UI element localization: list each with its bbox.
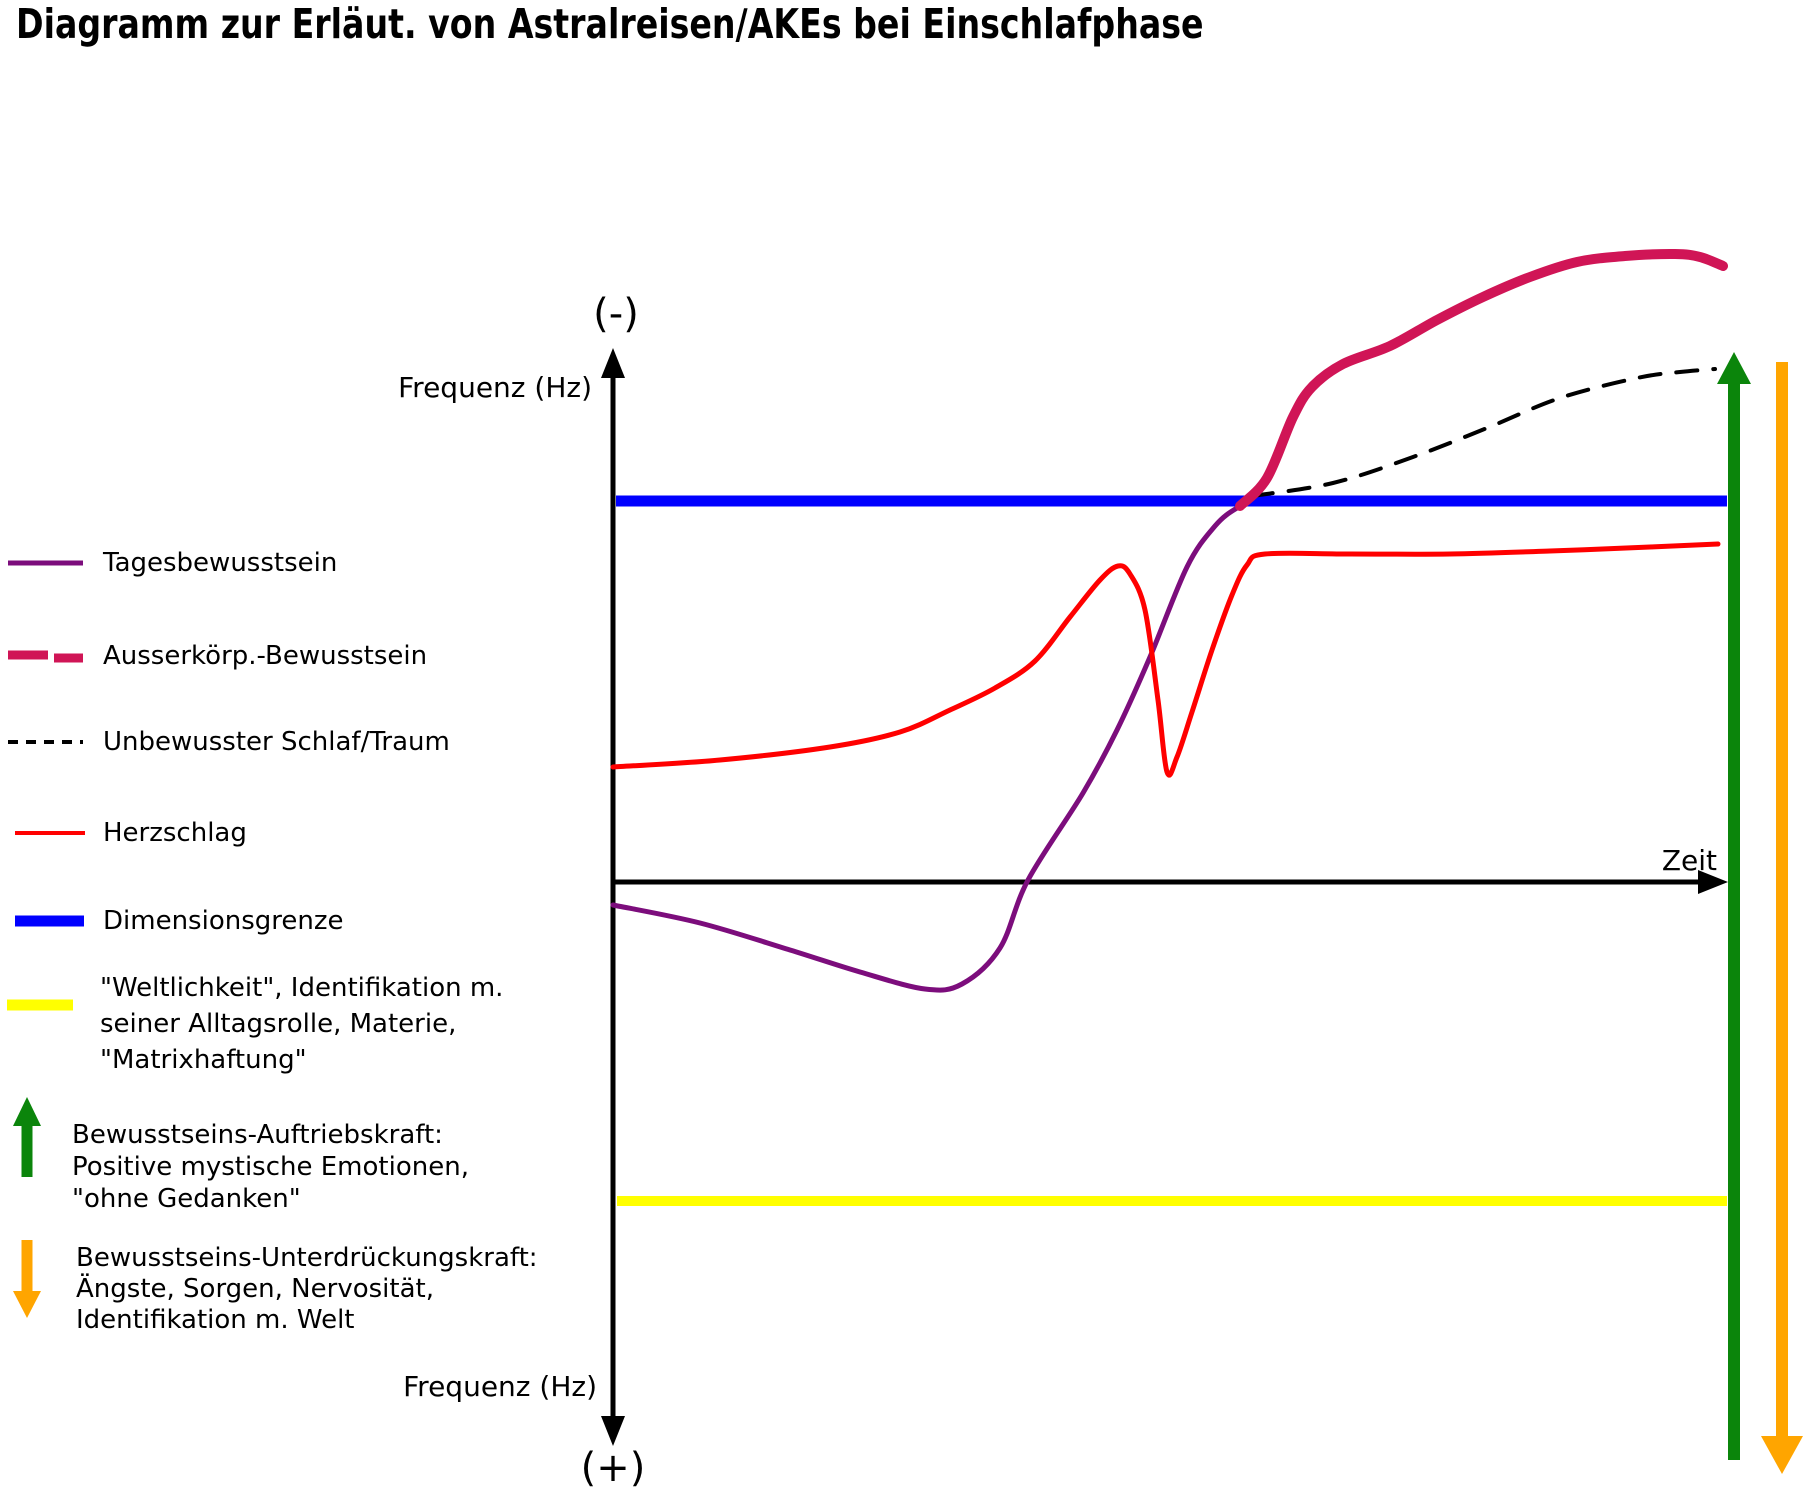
- page-title: Diagramm zur Erläut. von Astralreisen/AK…: [16, 0, 1204, 48]
- x-axis-arrowhead: [1698, 870, 1728, 894]
- x-axis-label: Zeit: [1661, 844, 1717, 877]
- y-axis-label-top: Frequenz (Hz): [398, 371, 592, 404]
- y-axis-label-bottom: Frequenz (Hz): [403, 1370, 597, 1403]
- curve-ausserkoerp-bewusstsein: [1235, 248, 1728, 511]
- legend-label-dimensionsgrenze: Dimensionsgrenze: [103, 906, 344, 936]
- legend-label-unterdrueckungskraft: Bewusstseins-Unterdrückungskraft: Ängste…: [76, 1243, 538, 1335]
- legend-label-unbewusster-schlaf: Unbewusster Schlaf/Traum: [103, 727, 450, 757]
- legend-swatch-auftriebskraft-head: [13, 1097, 41, 1126]
- force-arrowhead-auftriebskraft: [1717, 352, 1751, 384]
- curve-unbewusster-schlaf: [1250, 367, 1717, 498]
- legend-label-tagesbewusstsein: Tagesbewusstsein: [103, 548, 338, 578]
- y-axis-arrowhead-bottom: [601, 1416, 625, 1446]
- legend-label-ausserkoerp-bewusstsein: Ausserkörp.-Bewusstsein: [103, 641, 428, 671]
- y-axis-sign-top: (-): [593, 291, 639, 337]
- y-axis-sign-bottom: (+): [580, 1445, 646, 1491]
- legend-swatch-unterdrueckungskraft-head: [13, 1291, 41, 1318]
- y-axis-arrowhead-top: [601, 348, 625, 378]
- legend-label-herzschlag: Herzschlag: [103, 818, 247, 848]
- legend-label-auftriebskraft: Bewusstseins-Auftriebskraft: Positive my…: [72, 1120, 469, 1214]
- curve-tagesbewusstsein: [610, 497, 1261, 993]
- curve-herzschlag: [610, 541, 1721, 778]
- force-arrowhead-unterdrueckungskraft: [1761, 1436, 1803, 1474]
- legend-label-weltlichkeit: "Weltlichkeit", Identifikation m. seiner…: [100, 973, 504, 1075]
